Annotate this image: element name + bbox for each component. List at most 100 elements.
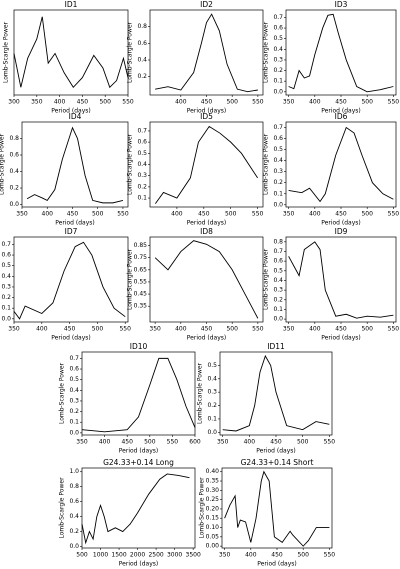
y-tick-label: 0.5 <box>1 262 11 269</box>
x-tick-label: 550 <box>324 552 336 559</box>
x-axis-label: Period (days) <box>187 108 226 115</box>
y-tick-label: 0.5 <box>273 146 283 153</box>
x-tick-label: 500 <box>99 99 111 106</box>
y-tick-label: 0.4 <box>69 387 79 394</box>
x-axis-label: Period (days) <box>51 108 90 115</box>
y-tick-label: 0.8 <box>69 483 79 490</box>
y-tick-label: 0.2 <box>69 408 79 415</box>
series-line <box>288 241 394 319</box>
y-axis-label: Lomb-Scargle Power <box>199 477 206 539</box>
x-tick-label: 500 <box>92 211 104 218</box>
x-tick-label: 450 <box>201 99 213 106</box>
x-tick-label: 3000 <box>167 552 182 559</box>
plot-frame <box>13 236 129 323</box>
x-tick-label: 450 <box>77 99 89 106</box>
x-tick-label: 550 <box>122 99 134 106</box>
y-axis-label: Lomb-Scargle Power <box>263 21 270 83</box>
x-axis-label: Period (days) <box>119 448 158 455</box>
x-axis-label: Period (days) <box>187 335 226 342</box>
x-tick-label: 350 <box>217 439 229 446</box>
y-tick-label: 0.25 <box>206 496 220 503</box>
y-axis-label: Lomb-Scargle Power <box>59 477 66 539</box>
panel-title: ID11 <box>267 342 285 351</box>
plot-frame <box>13 9 129 96</box>
x-tick-label: 450 <box>64 326 76 333</box>
y-tick-label: 0.5 <box>207 362 217 369</box>
panel-title: ID2 <box>200 0 213 9</box>
x-tick-label: 550 <box>252 99 264 106</box>
y-tick-label: 0.0 <box>273 316 283 323</box>
x-tick-label: 350 <box>283 211 295 218</box>
series-line <box>288 126 394 203</box>
x-tick-label: 400 <box>99 439 111 446</box>
panel: ID11 Period (days) Lomb-Scargle Power 350 40… <box>197 342 336 455</box>
x-tick-label: 500 <box>226 326 238 333</box>
y-tick-label: 0.5 <box>273 35 283 42</box>
y-tick-label: 0.30 <box>206 487 220 494</box>
x-tick-label: 350 <box>283 326 295 333</box>
x-tick-label: 500 <box>361 99 373 106</box>
y-tick-label: 0.65 <box>134 266 148 273</box>
x-tick-label: 500 <box>361 211 373 218</box>
y-axis-label: Lomb-Scargle Power <box>263 133 270 195</box>
x-tick-label: 500 <box>226 99 238 106</box>
y-tick-label: 0.15 <box>206 515 220 522</box>
y-tick-label: 0.7 <box>69 355 79 362</box>
series-line <box>155 125 258 204</box>
panel: ID10 Period (days) Lomb-Scargle Power 350 40… <box>59 342 201 455</box>
panel-title: G24.33+0.14 Long <box>103 458 174 467</box>
y-tick-label: 0.4 <box>273 157 283 164</box>
plot-frame <box>285 9 397 96</box>
y-axis-label: Lomb-Scargle Power <box>127 248 134 310</box>
x-axis-label: Period (days) <box>51 335 90 342</box>
y-tick-label: 0.0 <box>1 315 11 322</box>
x-tick-label: 400 <box>244 439 256 446</box>
y-tick-label: 0.2 <box>1 294 11 301</box>
y-tick-label: 0.7 <box>273 124 283 131</box>
x-tick-label: 550 <box>119 326 131 333</box>
series-line <box>288 13 394 93</box>
y-tick-label: 0.0 <box>273 88 283 95</box>
panel: G24.33+0.14 Long Period (days) Lomb-Scargl… <box>59 458 201 568</box>
panel-title: ID3 <box>335 0 348 9</box>
x-tick-label: 600 <box>189 439 201 446</box>
panel-title: G24.33+0.14 Short <box>241 458 314 467</box>
y-tick-label: 0.2 <box>69 528 79 535</box>
x-tick-label: 400 <box>42 211 54 218</box>
y-tick-label: 0.1 <box>273 78 283 85</box>
x-tick-label: 350 <box>149 326 161 333</box>
y-tick-label: 0.1 <box>69 419 79 426</box>
x-tick-label: 550 <box>167 439 179 446</box>
plot-frame <box>221 467 333 549</box>
y-tick-label: 1.0 <box>69 468 79 475</box>
y-tick-label: 0.4 <box>273 277 283 284</box>
x-tick-label: 450 <box>271 552 283 559</box>
y-tick-label: 0.2 <box>273 296 283 303</box>
y-axis-label: Lomb-Scargle Power <box>127 133 134 195</box>
x-tick-label: 350 <box>219 552 231 559</box>
panel: ID7 Period (days) Lomb-Scargle Power 350 400… <box>1 227 131 342</box>
panel: G24.33+0.14 Short Period (days) Lomb-Scarg… <box>199 458 336 568</box>
y-tick-label: 0.4 <box>1 273 11 280</box>
y-tick-label: 0.2 <box>207 402 217 409</box>
y-tick-label: 0.6 <box>69 498 79 505</box>
y-tick-label: 0.0 <box>9 201 19 208</box>
y-tick-label: 0.85 <box>134 242 148 249</box>
y-tick-label: 0.2 <box>273 179 283 186</box>
x-tick-label: 400 <box>245 552 257 559</box>
y-tick-label: 0.3 <box>273 56 283 63</box>
series-line <box>13 16 129 89</box>
panel-title: ID6 <box>335 112 348 121</box>
x-tick-label: 400 <box>175 326 187 333</box>
plot-frame <box>81 351 196 436</box>
y-tick-label: 0.3 <box>273 287 283 294</box>
x-tick-label: 550 <box>388 99 400 106</box>
y-tick-label: 0.5 <box>69 376 79 383</box>
x-tick-label: 400 <box>309 326 321 333</box>
y-axis-label: Lomb-Scargle Power <box>127 21 134 83</box>
y-tick-label: 0.5 <box>273 267 283 274</box>
y-tick-label: 0.4 <box>9 168 19 175</box>
x-axis-label: Period (days) <box>321 108 360 115</box>
panel-title: ID4 <box>69 112 82 121</box>
